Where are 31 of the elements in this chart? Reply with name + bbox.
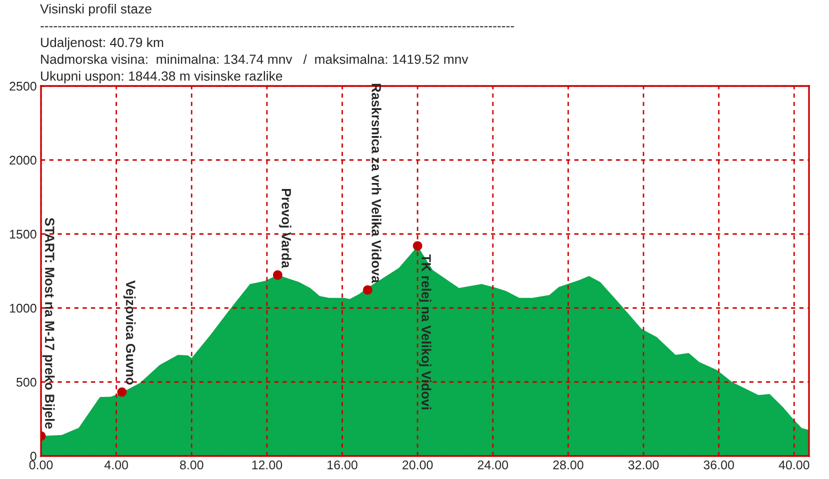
point [117,387,127,397]
x-tick-label: 28.00 [553,460,584,470]
x-tick-label: 8.00 [180,460,204,470]
point [412,241,422,251]
x-tick-label: 12.00 [252,460,282,470]
y-tick-label: 1000 [10,304,36,313]
y-tick-label: 2000 [10,156,36,165]
x-tick-label: 20.00 [402,460,433,470]
x-tick-label: 0.00 [29,460,53,470]
text: Udaljenost: 40.79 km [41,37,164,50]
annotation: TK relej na Velikoj Vidovi [418,254,432,410]
text: ------------------------------------------------------------------------------------------------------------ [40,26,514,28]
annotation: Raskrsnica za vrh Velika Vidova [372,84,382,284]
x-tick-label: 4.00 [104,460,128,470]
x-tick-label: 40.00 [778,460,810,470]
text: Ukupni uspon: 1844.38 m visinske razlike [41,71,282,84]
y-tick-label: 500 [16,378,36,387]
y-tick-label: 0 [30,452,36,461]
x-tick-label: 16.00 [328,460,358,470]
x-tick-label: 32.00 [628,460,659,470]
annotation: START: Most na M-17 preko Bijele [42,218,55,429]
y-tick-label: 1500 [10,230,36,239]
point [362,285,372,295]
annotation: Prevoj Varda [279,188,292,268]
x-tick-label: 36.00 [704,460,734,470]
annotation: Vejzovica Guvno [123,280,136,385]
y-tick-label: 2500 [10,82,36,91]
chart-title: Visinski profil staze [40,4,152,16]
text: Nadmorska visina: minimalna: 134.74 mnv / maksimalna: 1419.52 mnv [41,54,468,64]
point [272,270,282,280]
x-tick-label: 24.00 [478,460,508,470]
